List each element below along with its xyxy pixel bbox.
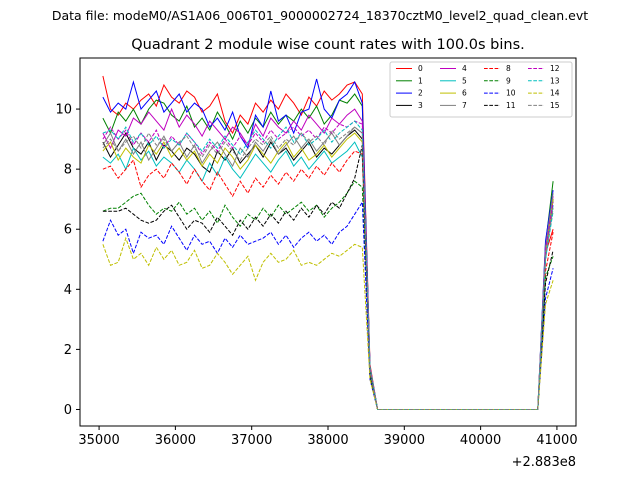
legend-label-9: 9 <box>506 76 511 85</box>
legend-label-0: 0 <box>418 64 423 73</box>
chart-title: Quadrant 2 module wise count rates with … <box>131 37 525 53</box>
series-line-15 <box>102 126 554 410</box>
legend-label-2: 2 <box>418 89 423 98</box>
y-tick-label: 6 <box>64 223 72 238</box>
y-tick-label: 4 <box>64 283 72 298</box>
figure-suptitle: Data file: modeM0/AS1A06_006T01_90000027… <box>52 8 588 23</box>
y-tick-label: 10 <box>55 103 72 118</box>
legend-label-3: 3 <box>418 101 423 110</box>
legend-label-1: 1 <box>418 76 423 85</box>
legend-label-8: 8 <box>506 64 511 73</box>
legend-label-12: 12 <box>550 64 560 73</box>
legend-label-5: 5 <box>462 76 467 85</box>
legend-box <box>389 61 573 118</box>
x-tick-label: 38000 <box>307 433 348 448</box>
x-tick-label: 37000 <box>231 433 272 448</box>
x-tick-label: 41000 <box>536 433 577 448</box>
legend-label-10: 10 <box>506 89 516 98</box>
y-tick-label: 0 <box>64 403 72 418</box>
legend-label-13: 13 <box>550 76 560 85</box>
legend-label-4: 4 <box>462 64 467 73</box>
x-tick-label: 40000 <box>460 433 501 448</box>
x-tick-label: 35000 <box>78 433 119 448</box>
x-tick-label: 39000 <box>384 433 425 448</box>
legend-label-14: 14 <box>550 89 560 98</box>
series-line-13 <box>102 120 554 410</box>
x-axis: 35000 36000 37000 38000 39000 40000 41000 <box>78 426 578 448</box>
x-axis-offset-label: +2.883e8 <box>512 455 576 470</box>
legend-label-11: 11 <box>506 101 516 110</box>
y-axis: 0 2 4 6 8 10 <box>55 103 80 418</box>
legend-label-6: 6 <box>462 89 467 98</box>
series-layer <box>102 75 554 410</box>
y-tick-label: 8 <box>64 163 72 178</box>
legend-label-7: 7 <box>462 101 467 110</box>
x-tick-label: 36000 <box>155 433 196 448</box>
legend-label-15: 15 <box>550 101 560 110</box>
y-tick-label: 2 <box>64 343 72 358</box>
series-line-14 <box>102 236 554 410</box>
plot-area <box>79 57 577 427</box>
